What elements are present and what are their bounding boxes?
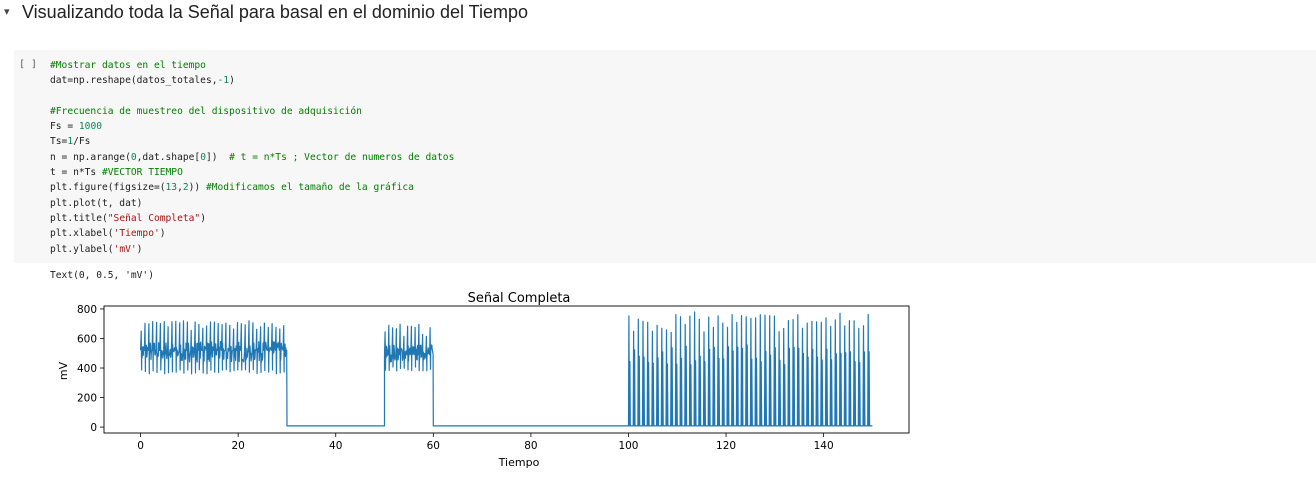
y-tick-label: 800 [77,304,97,316]
y-tick-label: 400 [77,363,97,375]
code-token: dat=np.reshape(datos_totales, [50,75,218,87]
code-token: Ts= [50,136,68,148]
x-axis-label: Tiempo [498,456,540,469]
code-token: ]) [205,151,230,163]
code-token: ) [229,75,235,87]
code-line [50,89,454,104]
code-line: plt.title("Señal Completa") [50,211,454,226]
code-token: 0 [200,151,206,163]
code-line: dat=np.reshape(datos_totales,-1) [50,73,454,88]
code-token: 1000 [78,121,102,133]
x-tick-label: 100 [618,440,638,452]
code-token: Fs = [50,121,79,133]
code-line: #Mostrar datos en el tiempo [50,58,454,73]
code-token: /Fs [73,136,91,148]
output-text: Text(0, 0.5, 'mV') [50,270,154,281]
section-title: Visualizando toda la Señal para basal en… [22,2,529,22]
y-tick-label: 600 [77,333,97,345]
y-tick-label: 0 [90,422,97,434]
x-tick-label: 80 [524,440,537,452]
code-token: #VECTOR TIEMPO [101,167,183,179]
code-token: ,dat.shape[ [136,151,201,163]
code-token: )) [188,182,206,194]
chart-title: Señal Completa [468,291,571,306]
code-token: plt.plot(t, dat) [50,197,143,209]
code-token: "Señal Completa" [107,212,201,224]
code-line: Fs = 1000 [50,119,454,134]
code-line: plt.ylabel('mV') [50,242,454,257]
plot-frame [103,305,910,434]
signal-line [140,311,873,427]
code-token: 13 [165,182,178,194]
section-heading: ▾ Visualizando toda la Señal para basal … [0,0,1316,26]
code-editor[interactable]: #Mostrar datos en el tiempo dat=np.reshap… [50,58,454,257]
code-token: 1 [67,136,74,148]
code-token: #Frecuencia de muestreo del dispositivo … [50,105,362,117]
code-token: 2 [182,182,189,194]
code-line: plt.plot(t, dat) [50,196,454,211]
plot-area [140,311,873,427]
x-tick-label: 20 [231,440,244,452]
code-token: plt.ylabel( [50,243,114,255]
code-line: n = np.arange(0,dat.shape[0]) # t = n*Ts… [50,150,454,165]
code-token: 'Tiempo' [113,228,160,240]
run-cell-button[interactable]: [ ] [19,59,38,70]
code-token: plt.title( [50,212,108,224]
code-token: # t = n*Ts ; Vector de numeros de datos [229,151,455,163]
code-token: ) [159,228,166,240]
x-tick-label: 40 [329,440,342,452]
code-token: 'mV' [113,243,137,255]
y-tick-label: 200 [77,393,97,405]
code-token: ) [200,212,206,224]
code-token: -1 [217,75,230,87]
code-line: plt.xlabel('Tiempo') [50,226,454,241]
code-line: t = n*Ts #VECTOR TIEMPO [50,165,454,180]
y-axis: 0 200 400 600 800 [77,304,104,434]
code-token: plt.figure(figsize=( [50,182,166,194]
x-tick-label: 140 [814,440,834,452]
code-line: #Frecuencia de muestreo del dispositivo … [50,104,454,119]
code-token: t = n*Ts [50,167,102,179]
code-token: ) [136,243,143,255]
x-tick-label: 120 [716,440,736,452]
code-line: plt.figure(figsize=(13,2)) #Modificamos … [50,180,454,195]
code-token: 0 [130,151,137,163]
x-axis: 0 20 40 60 80 100 120 140 [137,433,834,452]
code-cell[interactable] [14,50,1316,263]
code-token: #Mostrar datos en el tiempo [50,60,206,71]
code-token: #Modificamos el tamaño de la gráfica [205,182,414,194]
x-tick-label: 60 [427,440,440,452]
code-token: , [177,182,183,194]
code-token: n = np.arange( [50,151,131,163]
y-axis-label: mV [57,361,70,380]
x-tick-label: 0 [137,440,144,452]
code-token: plt.xlabel( [50,228,114,240]
collapse-arrow-icon[interactable]: ▾ [4,5,10,18]
signal-chart: Señal Completa 0 200 400 600 800 0 20 40 60 80 10… [57,291,910,469]
code-line: Ts=1/Fs [50,134,454,149]
